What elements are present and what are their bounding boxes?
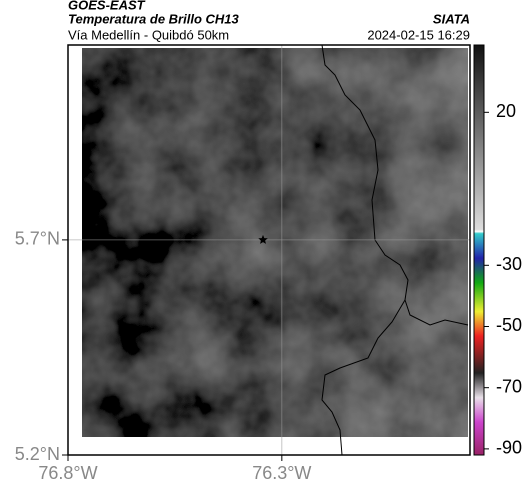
y-tick-label: 5.2°N (15, 444, 60, 464)
colorbar (473, 44, 485, 456)
y-tick-label: 5.7°N (15, 229, 60, 249)
border-line (321, 299, 406, 456)
colorbar-tick-label: -90 (496, 438, 522, 458)
x-tick-label: 76.3°W (252, 463, 311, 483)
colorbar-tick-label: -30 (496, 254, 522, 274)
grid (68, 45, 470, 455)
agency: SIATA (433, 11, 470, 26)
x-tick-label: 76.8°W (38, 463, 97, 483)
map-frame (67, 44, 471, 456)
colorbar-tick-label: -70 (496, 376, 522, 396)
satellite-image (82, 48, 468, 437)
colorbar-tick-label: 20 (496, 101, 516, 121)
source: GOES-EAST (68, 0, 146, 12)
title: Temperatura de Brillo CH13 (68, 11, 240, 26)
subtitle: Vía Medellín - Quibdó 50km (68, 27, 229, 42)
location-marker (258, 234, 268, 244)
colorbar-tick-label: -50 (496, 315, 522, 335)
timestamp: 2024-02-15 16:29 (367, 27, 470, 42)
